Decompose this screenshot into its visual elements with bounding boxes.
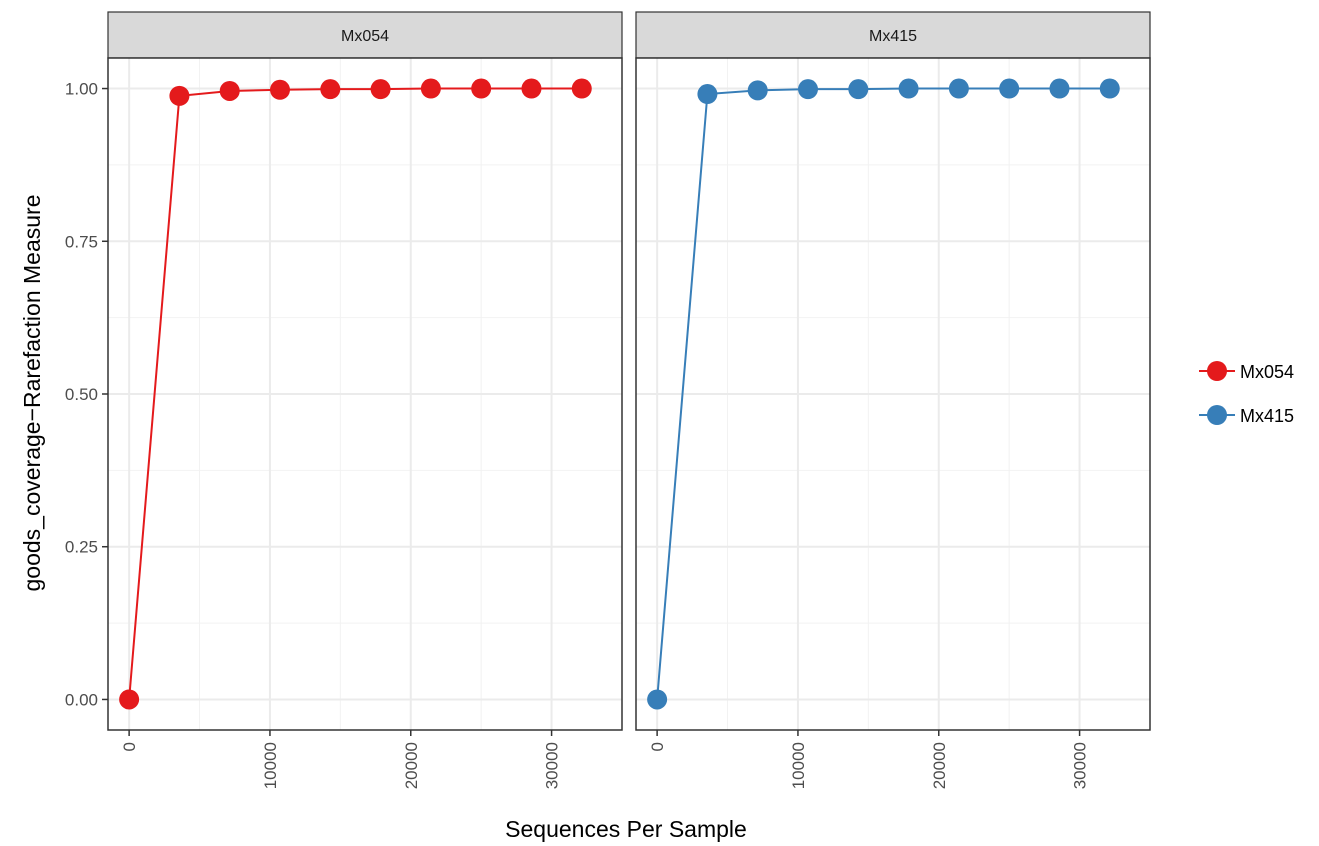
facet-strip [107,11,623,59]
data-point [269,79,290,100]
facet-panels: Mx054 0 10000 20000 30000 Mx415 0 10000 20000 300… [107,11,1151,789]
facet-strip-label: Mx415 [869,28,917,45]
legend-label: Mx054 [1240,362,1294,382]
y-axis: 0.00 0.25 0.50 0.75 1.00 [65,80,108,709]
legend-key-point [1207,405,1227,425]
panel-mx415: Mx415 0 10000 20000 30000 [635,11,1151,789]
legend-item-mx415: Mx415 [1199,405,1294,426]
legend: Mx054 Mx415 [1199,361,1294,426]
data-point [848,79,869,100]
data-point [747,80,768,101]
data-point [1099,78,1120,99]
y-axis-title: goods_coverage−Rarefaction Measure [19,195,45,592]
data-point [948,78,969,99]
data-point [471,78,492,99]
data-point [571,78,592,99]
x-tick-label: 30000 [1071,742,1090,789]
x-tick-label: 20000 [402,742,421,789]
legend-item-mx054: Mx054 [1199,361,1294,382]
data-point [999,78,1020,99]
data-point [219,80,240,101]
x-tick-label: 10000 [789,742,808,789]
data-point [119,689,140,710]
facet-strip-label: Mx054 [341,28,389,45]
y-tick-label: 0.75 [65,232,98,251]
data-point [370,79,391,100]
facet-strip [635,11,1151,59]
series-line-mx054 [128,87,582,700]
legend-key-point [1207,361,1227,381]
data-point [1049,78,1070,99]
panel-mx054: Mx054 0 10000 20000 30000 [107,11,623,789]
series-line-mx415 [656,87,1110,700]
x-tick-label: 10000 [261,742,280,789]
x-tick-label: 0 [648,742,667,751]
x-tick-label: 0 [120,742,139,751]
x-axis-title: Sequences Per Sample [505,816,747,842]
y-tick-label: 0.00 [65,690,98,709]
data-point [647,689,668,710]
data-point [898,78,919,99]
y-tick-label: 0.25 [65,538,98,557]
data-point [697,84,718,105]
legend-label: Mx415 [1240,406,1294,426]
data-point [420,78,441,99]
panel-border [635,57,1151,731]
data-point [169,85,190,106]
y-tick-label: 1.00 [65,80,98,99]
x-tick-label: 20000 [930,742,949,789]
data-point [797,79,818,100]
data-point [320,79,341,100]
data-point [521,78,542,99]
y-tick-label: 0.50 [65,385,98,404]
x-tick-label: 30000 [543,742,562,789]
